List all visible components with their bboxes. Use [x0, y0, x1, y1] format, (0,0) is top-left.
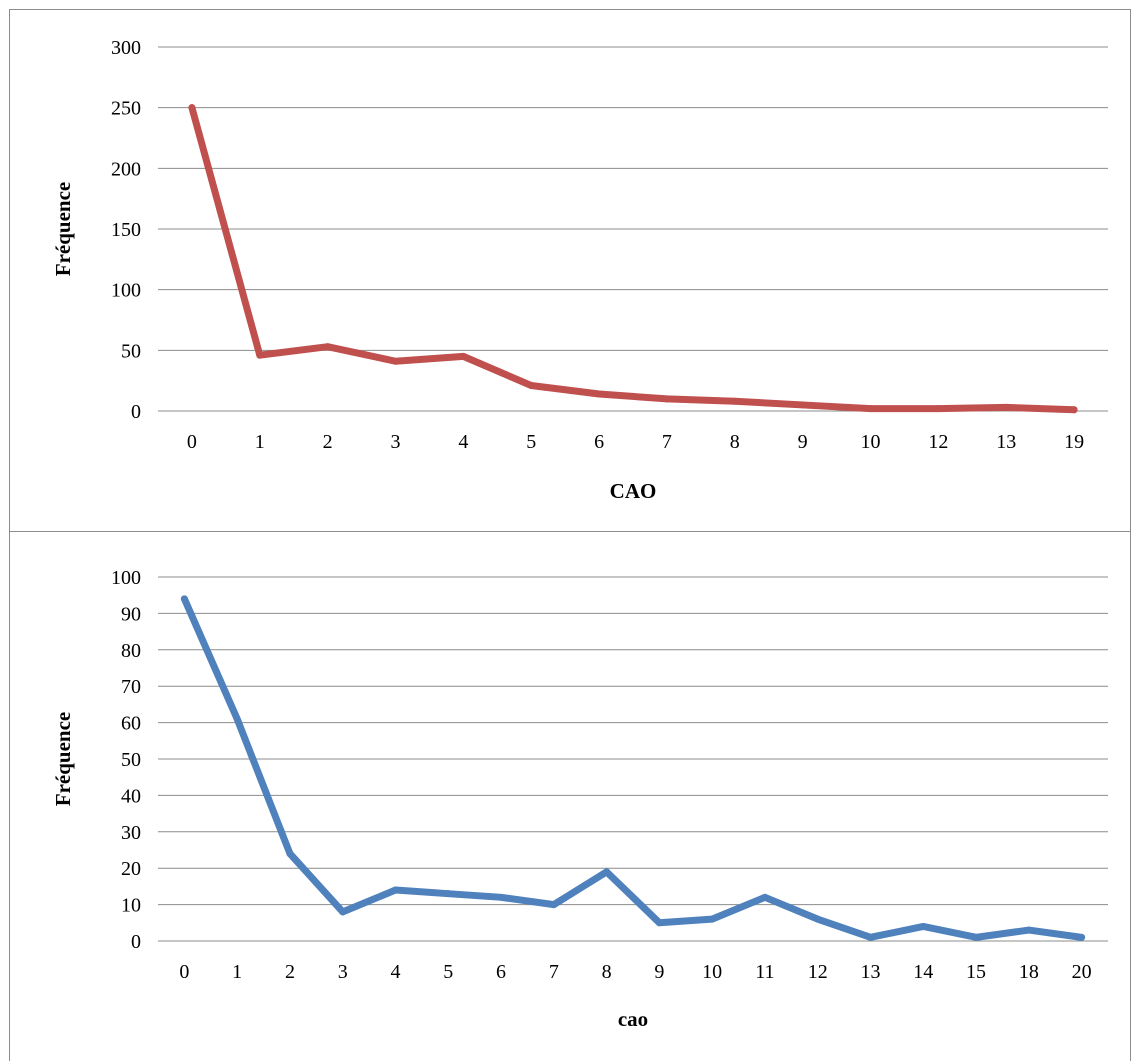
- x-tick-label: 6: [496, 961, 506, 983]
- data-point: [708, 915, 716, 923]
- x-tick-label: 12: [928, 431, 948, 453]
- data-point: [550, 901, 558, 909]
- x-tick-label: 3: [391, 431, 401, 453]
- x-tick-label: 11: [755, 961, 774, 983]
- chart-panel-cao-upper: 0 50 100 150 200 250 300 0 1 2 3 4 5 6 7 8 9 10 12 13 19 CA…: [9, 9, 1131, 532]
- x-tick-label: 1: [232, 961, 242, 983]
- x-tick-label: 5: [443, 961, 453, 983]
- y-tick-label: 70: [121, 676, 141, 698]
- data-point: [392, 357, 399, 365]
- y-tick-label: 20: [121, 858, 141, 880]
- x-axis-title: cao: [618, 1007, 648, 1031]
- data-point: [392, 886, 399, 894]
- x-tick-label: 18: [1019, 961, 1039, 983]
- data-point: [324, 343, 332, 351]
- y-tick-label: 150: [111, 219, 141, 241]
- data-point: [799, 401, 807, 409]
- y-tick-label: 0: [131, 401, 141, 423]
- data-point: [972, 933, 980, 941]
- x-tick-label: 8: [730, 431, 740, 453]
- series-line: [188, 104, 1078, 414]
- chart-panel-cao-lower: 0 10 20 30 40 50 60 70 80 90 100 0 1 2 3 4 5 6 7 8 9 10 11 12 1…: [9, 531, 1131, 1061]
- x-tick-label: 0: [179, 961, 189, 983]
- x-tick-label: 2: [285, 961, 295, 983]
- x-tick-label: 7: [549, 961, 559, 983]
- data-point: [444, 890, 452, 898]
- x-tick-label: 3: [338, 961, 348, 983]
- y-tick-label: 10: [121, 895, 141, 917]
- x-tick-label: 10: [702, 961, 722, 983]
- x-tick-label: 19: [1064, 431, 1084, 453]
- x-tick-label: 1: [255, 431, 265, 453]
- x-tick-label: 13: [996, 431, 1016, 453]
- data-point: [1078, 933, 1086, 941]
- y-axis-title: Fréquence: [51, 182, 75, 276]
- x-tick-label: 9: [798, 431, 808, 453]
- data-point: [459, 352, 467, 360]
- y-tick-label: 50: [121, 340, 141, 362]
- y-tick-label: 40: [121, 785, 141, 807]
- y-tick-label: 250: [111, 98, 141, 120]
- x-tick-label: 8: [602, 961, 612, 983]
- data-point: [814, 915, 822, 923]
- x-tick-label: 2: [323, 431, 333, 453]
- data-point: [339, 908, 347, 916]
- data-point: [1070, 406, 1078, 414]
- data-point: [867, 933, 874, 941]
- data-point: [497, 893, 505, 901]
- y-tick-label: 50: [121, 749, 141, 771]
- data-point: [867, 405, 874, 413]
- y-tick-label: 100: [111, 280, 141, 302]
- data-point: [233, 715, 241, 723]
- x-tick-label: 15: [966, 961, 986, 983]
- data-point: [663, 395, 671, 403]
- data-point: [180, 595, 188, 603]
- y-tick-label: 100: [111, 567, 141, 589]
- x-tick-label: 12: [808, 961, 828, 983]
- data-point: [731, 397, 739, 405]
- data-point: [934, 405, 942, 413]
- x-tick-label: 14: [913, 961, 933, 983]
- y-tick-label: 60: [121, 713, 141, 735]
- y-tick-label: 0: [131, 931, 141, 953]
- data-point: [1025, 926, 1033, 934]
- x-tick-label: 20: [1072, 961, 1092, 983]
- data-point: [1002, 403, 1010, 411]
- x-tick-label: 4: [391, 961, 401, 983]
- x-tick-label: 7: [662, 431, 672, 453]
- series-line: [180, 595, 1086, 941]
- x-tick-label: 13: [861, 961, 881, 983]
- y-tick-label: 90: [121, 603, 141, 625]
- x-tick-label: 10: [861, 431, 881, 453]
- data-point: [595, 390, 603, 398]
- data-point: [256, 351, 264, 359]
- data-point: [919, 922, 927, 930]
- data-point: [655, 919, 663, 927]
- data-point: [188, 104, 196, 112]
- y-tick-label: 30: [121, 822, 141, 844]
- y-tick-label: 200: [111, 158, 141, 180]
- y-tick-label: 300: [111, 37, 141, 59]
- y-axis-title: Fréquence: [51, 712, 75, 806]
- data-point: [527, 382, 535, 390]
- x-tick-label: 6: [594, 431, 604, 453]
- x-tick-label: 4: [458, 431, 468, 453]
- y-tick-label: 80: [121, 640, 141, 662]
- data-point: [603, 868, 611, 876]
- x-tick-label: 9: [654, 961, 664, 983]
- x-tick-label: 5: [526, 431, 536, 453]
- data-point: [761, 893, 769, 901]
- data-point: [286, 850, 294, 858]
- x-tick-label: 0: [187, 431, 197, 453]
- x-axis-title: CAO: [610, 479, 657, 503]
